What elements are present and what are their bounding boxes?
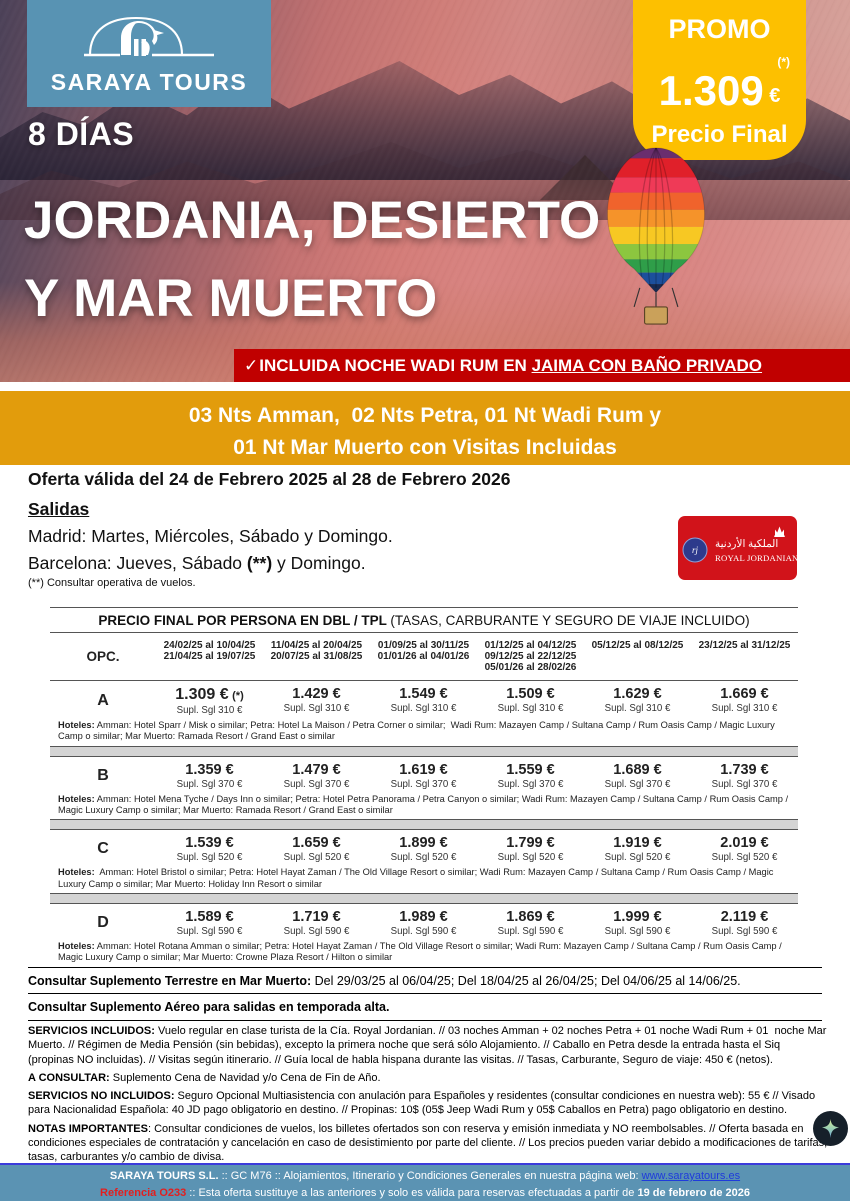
svg-text:الملكية الأردنية: الملكية الأردنية xyxy=(715,536,778,550)
svg-text:ROYAL JORDANIAN: ROYAL JORDANIAN xyxy=(715,553,797,563)
svg-text:rj: rj xyxy=(692,545,699,555)
